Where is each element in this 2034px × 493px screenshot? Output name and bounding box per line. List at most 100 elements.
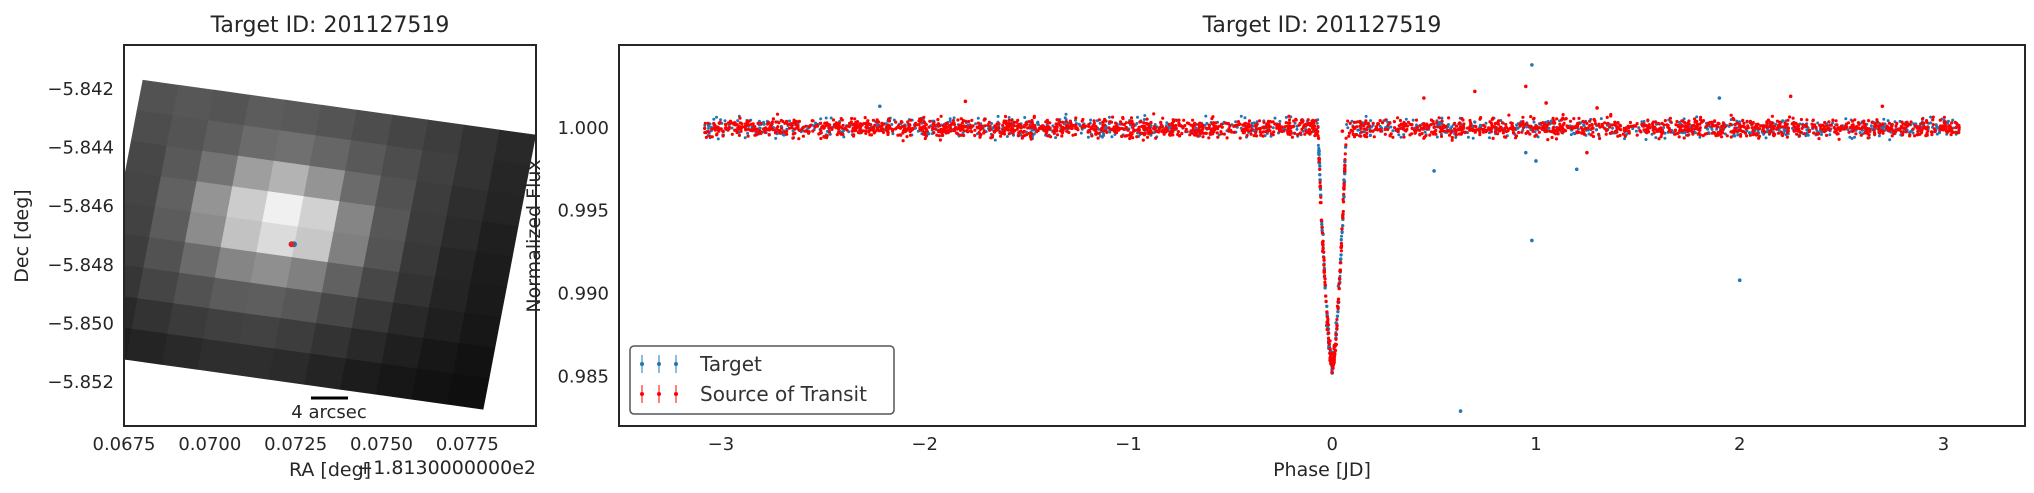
lightcurve-point	[1176, 130, 1180, 134]
lightcurve-point	[1392, 120, 1396, 124]
lightcurve-point	[1739, 125, 1743, 129]
lightcurve-point	[1942, 115, 1946, 119]
lightcurve-point	[1111, 115, 1115, 119]
lightcurve-point	[1307, 128, 1311, 132]
lightcurve-point	[1623, 134, 1627, 138]
lightcurve-point	[807, 125, 811, 129]
lightcurve-point	[1698, 122, 1702, 126]
lightcurve-point	[1098, 134, 1102, 138]
lightcurve-point	[719, 127, 723, 131]
lightcurve-point	[1603, 121, 1607, 125]
lightcurve-point	[1561, 113, 1565, 117]
lightcurve-point	[1031, 123, 1035, 127]
lightcurve-point	[771, 117, 776, 121]
tpf-pixel	[327, 231, 370, 268]
lightcurve-point	[1097, 118, 1101, 122]
lightcurve-point	[1339, 249, 1343, 253]
lightcurve-point	[1326, 323, 1331, 327]
lightcurve-point	[1371, 121, 1375, 125]
lightcurve-point	[1376, 122, 1380, 126]
lightcurve-point	[903, 129, 907, 134]
tpf-y-tick-label: −5.842	[47, 79, 114, 100]
lightcurve-point	[1949, 133, 1953, 137]
lightcurve-title: Target ID: 201127519	[1202, 13, 1442, 38]
lightcurve-point	[1287, 127, 1291, 131]
lightcurve-point	[1695, 115, 1699, 119]
lightcurve-point	[1440, 119, 1444, 123]
lightcurve-point	[1098, 121, 1102, 125]
lightcurve-point	[1047, 127, 1051, 131]
lightcurve-point	[1322, 270, 1327, 274]
lightcurve-point	[1696, 132, 1700, 136]
lightcurve-point	[1614, 124, 1618, 128]
lightcurve-point	[1872, 131, 1877, 135]
lightcurve-point	[840, 126, 844, 130]
lightcurve-point	[1867, 119, 1871, 123]
lightcurve-point	[1718, 132, 1722, 136]
lightcurve-point	[1146, 130, 1150, 134]
tpf-y-ticks: −5.842 −5.844 −5.846 −5.848 −5.850 −5.852	[47, 79, 114, 393]
lightcurve-point	[1357, 134, 1362, 138]
lightcurve-point	[865, 124, 869, 128]
lightcurve-point	[1418, 132, 1422, 136]
lightcurve-point	[1233, 130, 1237, 134]
lightcurve-point	[1556, 131, 1560, 135]
lightcurve-point	[1011, 127, 1015, 131]
lightcurve-point	[1917, 126, 1921, 131]
lightcurve-point	[1386, 127, 1390, 132]
lightcurve-point	[976, 116, 980, 120]
lightcurve-point	[1343, 158, 1347, 162]
lightcurve-point	[1124, 125, 1128, 130]
lightcurve-point	[864, 131, 868, 135]
lightcurve-point	[1440, 116, 1444, 120]
lightcurve-point	[1347, 134, 1351, 138]
lightcurve-point	[1729, 113, 1733, 117]
lightcurve-point	[1618, 127, 1622, 131]
lightcurve-point	[1261, 130, 1266, 134]
lightcurve-point	[905, 135, 909, 139]
lightcurve-point	[1339, 241, 1343, 245]
lightcurve-point	[1350, 119, 1354, 123]
lightcurve-point	[1870, 120, 1874, 124]
legend-marker	[657, 392, 661, 396]
lightcurve-point	[939, 114, 943, 118]
lightcurve-point	[1920, 129, 1924, 133]
lightcurve-point	[1027, 120, 1031, 124]
lightcurve-point	[1471, 136, 1475, 140]
lightcurve-point	[1325, 320, 1330, 324]
lightcurve-point	[1336, 297, 1341, 301]
lightcurve-point	[952, 121, 956, 125]
lightcurve-point	[1391, 135, 1395, 139]
lightcurve-point	[1682, 117, 1686, 121]
lightcurve-point	[817, 132, 821, 136]
lightcurve-point	[1877, 134, 1881, 138]
lightcurve-point	[1235, 123, 1239, 127]
lightcurve-point	[1170, 127, 1174, 131]
lightcurve-point	[1491, 136, 1495, 140]
lightcurve-point	[1368, 134, 1372, 138]
lightcurve-point	[1225, 136, 1229, 140]
lightcurve-point	[1521, 115, 1525, 119]
lightcurve-point	[1825, 133, 1829, 137]
lightcurve-point	[1905, 120, 1909, 124]
lightcurve-point	[842, 135, 846, 139]
lightcurve-point	[1105, 130, 1109, 134]
lightcurve-point	[782, 133, 786, 137]
tpf-pixel	[470, 251, 513, 288]
lightcurve-point	[924, 134, 929, 138]
tpf-pixel	[178, 242, 222, 279]
lightcurve-point	[1204, 114, 1208, 118]
lightcurve-point	[1328, 359, 1333, 363]
lightcurve-point	[1589, 133, 1593, 137]
lightcurve-point	[1341, 224, 1345, 228]
lightcurve-point	[932, 121, 936, 125]
lightcurve-point	[928, 119, 932, 123]
lightcurve-point	[1471, 127, 1475, 131]
lightcurve-point	[1804, 124, 1808, 128]
lightcurve-point	[777, 128, 781, 133]
lightcurve-point	[1304, 123, 1308, 127]
lightcurve-point	[897, 125, 901, 129]
lightcurve-point	[1159, 120, 1163, 124]
lightcurve-point	[1182, 118, 1186, 122]
tpf-pixel	[428, 277, 472, 314]
